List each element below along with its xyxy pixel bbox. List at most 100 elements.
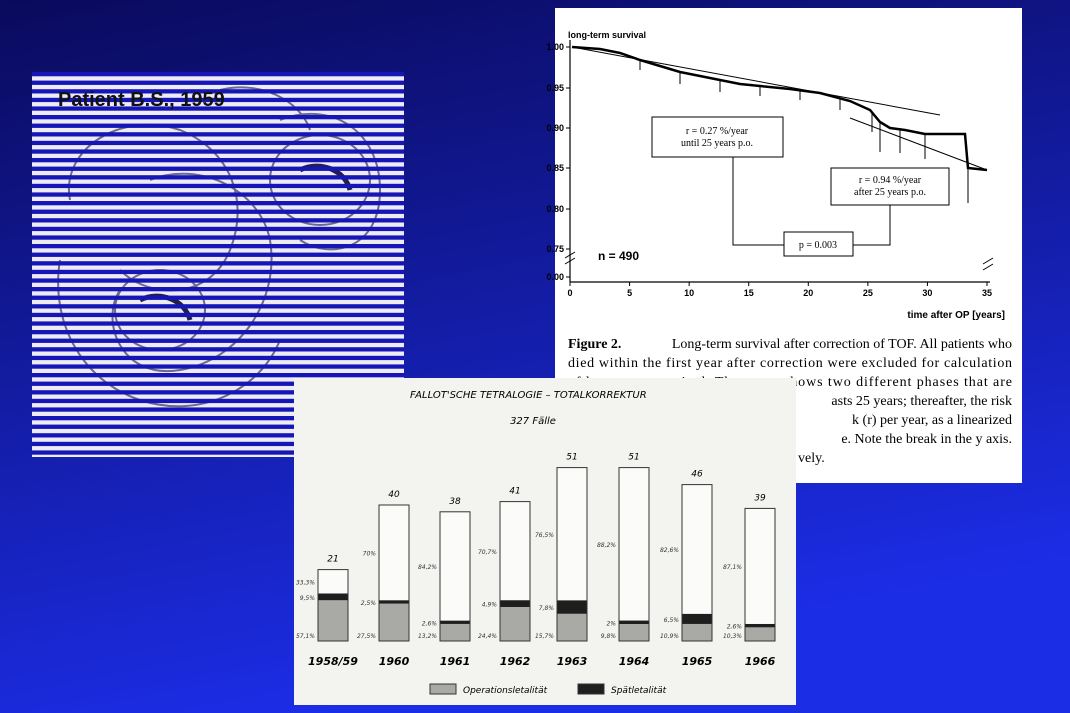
segment-label: 15,7%	[535, 633, 554, 640]
annotation: after 25 years p.o.	[854, 187, 926, 198]
caption-line: vely.	[798, 451, 825, 466]
x-tick-label: 30	[922, 288, 932, 298]
bar-segment	[745, 624, 775, 627]
segment-label: 2,5%	[361, 600, 377, 607]
segment-label: 10,3%	[723, 633, 742, 640]
segment-label: 57,1%	[296, 633, 315, 640]
caption-line: Long-term survival after correction of T…	[672, 337, 1012, 352]
category-label: 1966	[745, 655, 776, 668]
category-label: 1960	[379, 655, 410, 668]
bar-segment	[440, 624, 470, 641]
annotation: until 25 years p.o.	[681, 138, 753, 149]
slide-label: Patient B.S., 1959	[58, 89, 225, 111]
caption-line: asts 25 years; thereafter, the risk	[831, 394, 1012, 409]
segment-label: 82,6%	[660, 547, 679, 554]
bar-segment	[619, 624, 649, 641]
slide: Patient B.S., 1959 long-term survival 1.0…	[0, 0, 1070, 713]
chart-subtitle: 327 Fälle	[510, 416, 556, 427]
segment-label: 13,2%	[418, 633, 437, 640]
chart-title: FALLOT'SCHE TETRALOGIE – TOTALKORREKTUR	[410, 390, 647, 401]
caption-line: e. Note the break in the y axis.	[841, 432, 1012, 447]
x-tick-label: 15	[744, 288, 754, 298]
x-tick-label: 5	[627, 288, 632, 298]
segment-label: 4,9%	[482, 602, 498, 609]
bar-segment	[379, 600, 409, 603]
bar-chart-panel: FALLOT'SCHE TETRALOGIE – TOTALKORREKTUR 3…	[294, 378, 796, 705]
category-label: 1958/59	[308, 655, 358, 668]
category-label: 1964	[619, 655, 650, 668]
bar-segment	[379, 505, 409, 600]
total-label: 21	[327, 555, 338, 565]
bar-segment	[440, 621, 470, 624]
y-tick-label: 0.75	[546, 244, 564, 254]
bar-segment	[557, 468, 587, 601]
annotation: r = 0.94 %/year	[859, 175, 922, 186]
caption-lead: Figure 2.	[568, 337, 621, 352]
bar-segment	[557, 614, 587, 641]
segment-label: 7,8%	[539, 605, 555, 612]
legend-swatch	[430, 684, 456, 694]
bar-segment	[318, 593, 348, 600]
bar-segment	[619, 468, 649, 621]
total-label: 39	[754, 493, 766, 503]
x-tick-label: 0	[567, 288, 572, 298]
bar-segment	[745, 627, 775, 641]
y-tick-label: 0.85	[546, 163, 564, 173]
bar-segment	[557, 600, 587, 614]
y-tick-label: 0.90	[546, 123, 564, 133]
bar-segment	[318, 600, 348, 641]
segment-label: 9,8%	[601, 633, 617, 640]
total-label: 38	[449, 497, 461, 507]
bar-segment	[500, 502, 530, 601]
caption-line: died within the first year after correct…	[568, 356, 1012, 371]
bar-segment	[500, 600, 530, 607]
category-label: 1962	[500, 655, 531, 668]
segment-label: 24,4%	[478, 633, 497, 640]
y-tick-label: 0.95	[546, 83, 564, 93]
total-label: 41	[509, 487, 520, 497]
segment-label: 2,6%	[422, 620, 438, 627]
category-label: 1961	[440, 655, 471, 668]
bar-segment	[682, 485, 712, 614]
bar-segment	[500, 607, 530, 641]
bar-segment	[619, 621, 649, 624]
category-label: 1965	[682, 655, 713, 668]
legend-label: Spätletalität	[611, 686, 667, 696]
segment-label: 76,5%	[535, 532, 554, 539]
x-axis-label: time after OP [years]	[907, 310, 1005, 321]
axis-title: long-term survival	[568, 30, 646, 40]
segment-label: 88,2%	[597, 542, 616, 549]
total-label: 51	[566, 453, 577, 463]
legend-swatch	[578, 684, 604, 694]
segment-label: 2,6%	[727, 624, 743, 631]
segment-label: 87,1%	[723, 564, 742, 571]
bar-segment	[682, 624, 712, 641]
x-tick-label: 10	[684, 288, 694, 298]
bar-segment	[745, 508, 775, 623]
category-label: 1963	[557, 655, 588, 668]
bar-segment	[682, 614, 712, 624]
segment-label: 84,2%	[418, 564, 437, 571]
segment-label: 9,5%	[300, 595, 316, 602]
p-value: p = 0.003	[799, 240, 837, 251]
x-tick-label: 35	[982, 288, 992, 298]
caption-line: k (r) per year, as a linearized	[852, 413, 1012, 428]
x-tick-label: 25	[863, 288, 873, 298]
bar-segment	[379, 604, 409, 641]
segment-label: 70%	[363, 551, 377, 558]
segment-label: 10,9%	[660, 633, 679, 640]
annotation: r = 0.27 %/year	[686, 126, 749, 137]
y-tick-label: 1.00	[546, 42, 564, 52]
segment-label: 6,5%	[664, 617, 680, 624]
segment-label: 70,7%	[478, 549, 497, 556]
x-tick-label: 20	[803, 288, 813, 298]
bar-segment	[440, 512, 470, 621]
total-label: 46	[691, 470, 703, 480]
legend-label: Operationsletalität	[463, 686, 548, 696]
segment-label: 27,5%	[357, 633, 376, 640]
segment-label: 2%	[606, 620, 616, 627]
segment-label: 33,3%	[296, 580, 315, 587]
bar-segment	[318, 570, 348, 594]
total-label: 51	[628, 453, 639, 463]
y-tick-label: 0.00	[546, 272, 564, 282]
